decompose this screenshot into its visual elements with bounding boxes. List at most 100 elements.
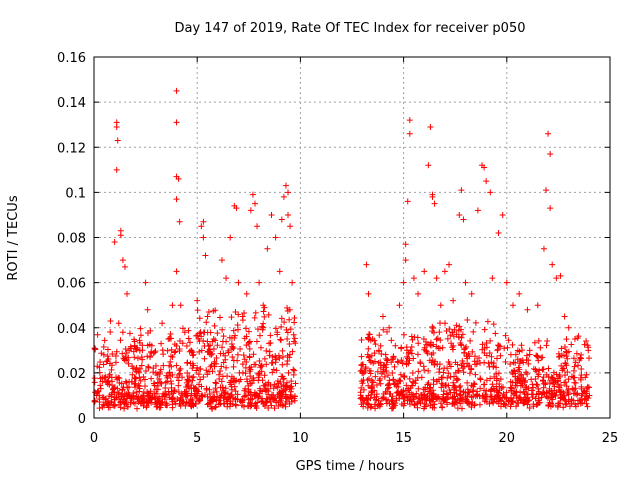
data-point	[214, 330, 221, 337]
data-point	[177, 302, 184, 309]
data-point	[223, 364, 230, 371]
data-point	[107, 329, 114, 336]
data-point	[394, 358, 401, 365]
data-point	[433, 275, 440, 282]
data-point	[148, 375, 155, 382]
data-point	[187, 339, 194, 346]
data-point	[453, 375, 460, 382]
data-point	[196, 396, 203, 403]
data-point	[212, 337, 219, 344]
data-point	[232, 388, 239, 395]
data-point	[243, 342, 250, 349]
data-point	[125, 360, 132, 367]
data-point	[462, 345, 469, 352]
y-tick-label: 0.14	[57, 96, 86, 111]
data-point	[190, 362, 197, 369]
data-point	[368, 389, 375, 396]
data-point	[487, 375, 494, 382]
data-point	[430, 341, 437, 348]
data-point	[493, 398, 500, 405]
data-point	[490, 321, 497, 328]
data-point	[523, 383, 530, 390]
data-point	[504, 344, 511, 351]
data-point	[463, 343, 470, 350]
data-point	[389, 356, 396, 363]
data-point	[147, 327, 154, 334]
data-point	[545, 402, 552, 409]
data-point	[179, 340, 186, 347]
data-point	[173, 362, 180, 369]
data-point	[169, 353, 176, 360]
data-point	[452, 359, 459, 366]
data-point	[531, 339, 538, 346]
data-point	[267, 382, 274, 389]
data-point	[380, 326, 387, 333]
data-point	[138, 362, 145, 369]
data-point	[380, 394, 387, 401]
data-point	[234, 357, 241, 364]
data-point	[449, 401, 456, 408]
data-point	[571, 336, 578, 343]
data-point	[440, 388, 447, 395]
data-point	[255, 393, 262, 400]
data-point	[278, 337, 285, 344]
data-point	[433, 336, 440, 343]
data-point	[439, 395, 446, 402]
data-point	[362, 365, 369, 372]
data-point	[97, 382, 104, 389]
data-point	[145, 364, 152, 371]
data-point	[167, 373, 174, 380]
data-point	[451, 393, 458, 400]
data-point	[424, 350, 431, 357]
data-point	[164, 378, 171, 385]
data-point	[93, 390, 100, 397]
data-point	[395, 378, 402, 385]
data-point	[448, 340, 455, 347]
data-point	[359, 361, 366, 368]
data-point	[535, 390, 542, 397]
data-point	[549, 396, 556, 403]
data-point	[151, 390, 158, 397]
data-point	[188, 384, 195, 391]
data-point	[287, 326, 294, 333]
data-point	[187, 400, 194, 407]
data-point	[291, 319, 298, 326]
data-point	[545, 130, 552, 137]
data-point	[358, 401, 365, 408]
data-point	[436, 329, 443, 336]
data-point	[524, 306, 531, 313]
data-point	[535, 373, 542, 380]
data-point	[468, 365, 475, 372]
data-point	[495, 342, 502, 349]
data-point	[509, 302, 516, 309]
data-point	[172, 348, 179, 355]
data-point	[261, 382, 268, 389]
data-point	[290, 366, 297, 373]
data-point	[565, 376, 572, 383]
data-point	[457, 392, 464, 399]
data-point	[246, 345, 253, 352]
data-point	[198, 347, 205, 354]
data-point	[238, 402, 245, 409]
data-point	[427, 384, 434, 391]
data-point	[193, 367, 200, 374]
data-point	[447, 373, 454, 380]
data-point	[268, 359, 275, 366]
data-point	[439, 344, 446, 351]
data-point	[503, 395, 510, 402]
data-point	[267, 398, 274, 405]
data-point	[276, 268, 283, 275]
data-point	[269, 369, 276, 376]
data-point	[483, 339, 490, 346]
data-point	[120, 384, 127, 391]
data-point	[280, 193, 287, 200]
data-point	[134, 355, 141, 362]
data-point	[287, 384, 294, 391]
data-point	[166, 369, 173, 376]
data-point	[561, 313, 568, 320]
data-point	[578, 383, 585, 390]
data-point	[261, 372, 268, 379]
data-point	[570, 367, 577, 374]
data-point	[137, 332, 144, 339]
data-point	[489, 275, 496, 282]
